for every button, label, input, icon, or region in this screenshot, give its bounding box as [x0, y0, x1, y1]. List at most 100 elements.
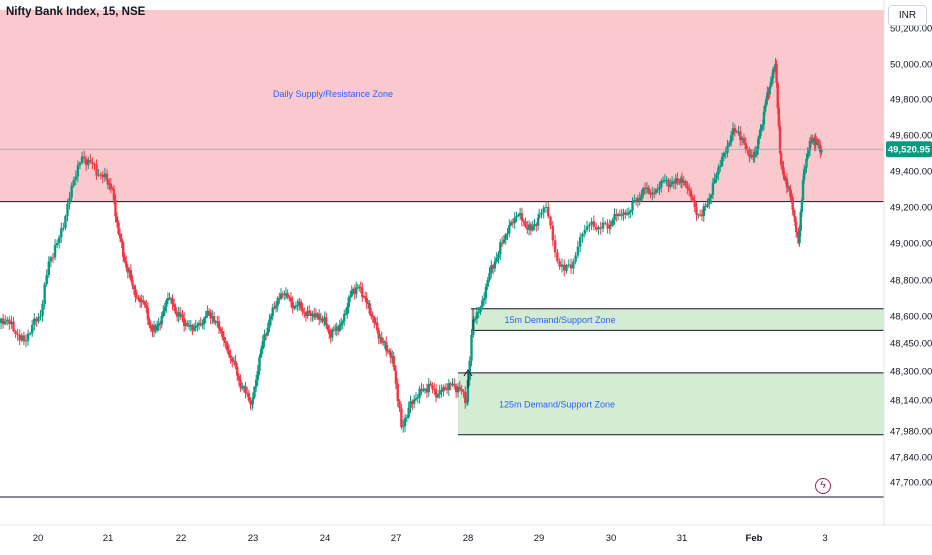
candle-body	[481, 300, 484, 307]
candle-body	[473, 318, 477, 320]
candle-body	[590, 221, 593, 225]
candle	[434, 384, 438, 403]
candle-body	[142, 300, 145, 302]
candle-body	[405, 417, 409, 419]
candle	[753, 147, 756, 163]
candle	[211, 310, 214, 324]
candle	[785, 173, 789, 194]
candle-body	[89, 159, 92, 162]
candle	[0, 317, 3, 330]
candle	[403, 413, 407, 433]
candle-body	[502, 239, 506, 243]
candle-body	[676, 178, 679, 183]
candle-body	[368, 303, 371, 314]
candle-body	[769, 81, 773, 87]
candle-body	[269, 316, 273, 320]
candle	[39, 310, 42, 321]
candle	[698, 209, 702, 217]
candle-body	[121, 242, 125, 257]
candle-body	[319, 318, 323, 320]
candle-body	[720, 156, 724, 166]
candle	[112, 184, 116, 205]
candle	[808, 137, 812, 157]
candle-body	[346, 307, 349, 315]
candle-body	[343, 313, 346, 322]
candle	[129, 264, 133, 283]
candle-body	[224, 341, 227, 343]
candle	[746, 145, 749, 156]
candle-body	[470, 334, 473, 361]
candle-body	[364, 296, 367, 298]
candle-body	[175, 313, 179, 317]
candle	[652, 188, 656, 199]
candle-body	[166, 298, 170, 301]
candle-body	[80, 156, 84, 163]
candle	[425, 383, 429, 399]
candle-body	[294, 305, 298, 307]
candle-body	[616, 214, 620, 216]
candle	[105, 169, 109, 181]
candle-body	[640, 194, 643, 201]
candle	[182, 312, 186, 332]
candle-body	[805, 158, 808, 168]
candle	[651, 186, 654, 201]
candle-body	[322, 319, 326, 322]
candle-body	[816, 142, 820, 146]
candle	[120, 233, 123, 249]
candle	[26, 329, 30, 346]
candle-body	[638, 198, 641, 201]
candle	[91, 157, 94, 169]
candle-body	[624, 212, 627, 215]
candle-body	[154, 325, 157, 331]
candle	[323, 311, 326, 326]
candle	[704, 202, 707, 211]
candle	[760, 125, 763, 132]
candle	[422, 384, 425, 393]
candle-body	[296, 305, 299, 307]
candle	[418, 385, 421, 404]
candle	[458, 380, 461, 392]
candle	[729, 131, 733, 147]
candle-body	[407, 407, 410, 418]
candle	[175, 310, 179, 322]
candle-body	[214, 321, 217, 323]
price-tick-label: 48,450.00	[890, 339, 932, 350]
candle	[296, 299, 299, 312]
candle	[475, 306, 479, 325]
candle-body	[352, 289, 355, 291]
candle-body	[702, 205, 706, 216]
candle	[537, 208, 541, 220]
candle	[137, 294, 140, 302]
candle-body	[212, 316, 216, 323]
candle	[301, 302, 304, 316]
candle-body	[112, 189, 116, 201]
candle	[355, 281, 358, 299]
candle-body	[361, 287, 364, 297]
candle	[352, 287, 355, 295]
candle	[676, 172, 679, 186]
time-axis-background	[0, 525, 932, 550]
candle-body	[196, 325, 199, 327]
candle-body	[631, 202, 634, 211]
candle-body	[526, 226, 529, 230]
lightning-bolt-icon[interactable]: ϟ	[815, 478, 831, 494]
candle	[189, 320, 192, 332]
candle-body	[49, 257, 53, 262]
zone-0-fill	[0, 10, 884, 202]
price-tick-label: 47,840.00	[890, 453, 932, 464]
candle-body	[484, 286, 488, 299]
candle-body	[661, 180, 665, 182]
candle	[60, 222, 63, 243]
candle-body	[340, 323, 343, 326]
candle	[346, 303, 349, 319]
candle	[379, 333, 382, 345]
candle-body	[132, 285, 136, 290]
candle	[533, 218, 536, 231]
candle-body	[709, 194, 713, 198]
candle-body	[303, 312, 306, 314]
candle-body	[398, 400, 401, 409]
candle	[735, 129, 738, 134]
currency-button[interactable]: INR	[888, 5, 927, 26]
